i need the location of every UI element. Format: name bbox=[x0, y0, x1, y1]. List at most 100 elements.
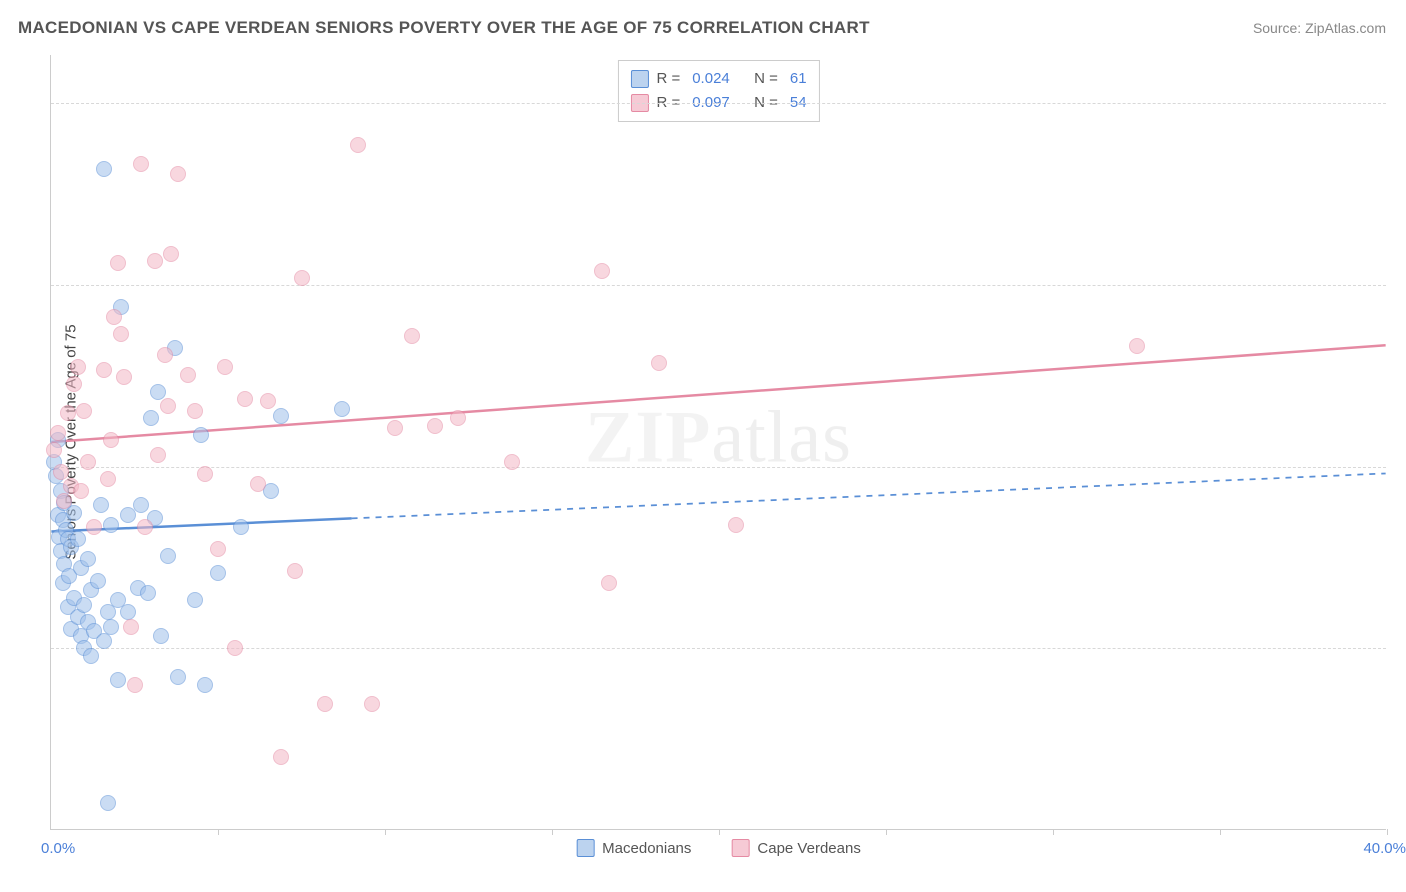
x-tick bbox=[552, 829, 553, 835]
data-point bbox=[163, 246, 179, 262]
data-point bbox=[210, 565, 226, 581]
gridline bbox=[51, 648, 1386, 649]
data-point bbox=[53, 464, 69, 480]
data-point bbox=[96, 633, 112, 649]
data-point bbox=[76, 597, 92, 613]
x-tick bbox=[886, 829, 887, 835]
data-point bbox=[86, 519, 102, 535]
data-point bbox=[127, 677, 143, 693]
x-tick bbox=[719, 829, 720, 835]
correlation-row-macedonians: R = 0.024 N = 61 bbox=[630, 67, 806, 91]
data-point bbox=[93, 497, 109, 513]
data-point bbox=[233, 519, 249, 535]
data-point bbox=[100, 471, 116, 487]
correlation-box: R = 0.024 N = 61 R = 0.097 N = 54 bbox=[617, 60, 819, 122]
data-point bbox=[260, 393, 276, 409]
data-point bbox=[66, 376, 82, 392]
data-point bbox=[197, 677, 213, 693]
data-point bbox=[217, 359, 233, 375]
data-point bbox=[56, 493, 72, 509]
trend-lines bbox=[51, 55, 1386, 829]
legend: Macedonians Cape Verdeans bbox=[576, 839, 861, 857]
x-axis-min-label: 0.0% bbox=[41, 840, 75, 857]
data-point bbox=[404, 328, 420, 344]
data-point bbox=[83, 648, 99, 664]
data-point bbox=[70, 359, 86, 375]
data-point bbox=[427, 418, 443, 434]
data-point bbox=[287, 563, 303, 579]
data-point bbox=[116, 369, 132, 385]
data-point bbox=[273, 749, 289, 765]
plot-area: ZIPatlas Seniors Poverty Over the Age of… bbox=[50, 55, 1386, 830]
gridline bbox=[51, 285, 1386, 286]
data-point bbox=[90, 573, 106, 589]
data-point bbox=[96, 161, 112, 177]
data-point bbox=[133, 156, 149, 172]
data-point bbox=[110, 255, 126, 271]
data-point bbox=[160, 398, 176, 414]
data-point bbox=[594, 263, 610, 279]
data-point bbox=[106, 309, 122, 325]
data-point bbox=[227, 640, 243, 656]
data-point bbox=[80, 454, 96, 470]
data-point bbox=[120, 604, 136, 620]
gridline bbox=[51, 467, 1386, 468]
data-point bbox=[137, 519, 153, 535]
data-point bbox=[100, 795, 116, 811]
data-point bbox=[103, 432, 119, 448]
data-point bbox=[157, 347, 173, 363]
n-label: N = bbox=[754, 67, 778, 91]
data-point bbox=[1129, 338, 1145, 354]
data-point bbox=[170, 166, 186, 182]
data-point bbox=[110, 672, 126, 688]
data-point bbox=[237, 391, 253, 407]
swatch-icon bbox=[576, 839, 594, 857]
data-point bbox=[103, 517, 119, 533]
data-point bbox=[133, 497, 149, 513]
data-point bbox=[317, 696, 333, 712]
data-point bbox=[651, 355, 667, 371]
data-point bbox=[50, 425, 66, 441]
data-point bbox=[70, 531, 86, 547]
data-point bbox=[170, 669, 186, 685]
n-value: 61 bbox=[790, 67, 807, 91]
data-point bbox=[294, 270, 310, 286]
legend-label: Cape Verdeans bbox=[757, 840, 860, 857]
data-point bbox=[80, 551, 96, 567]
data-point bbox=[450, 410, 466, 426]
data-point bbox=[273, 408, 289, 424]
legend-label: Macedonians bbox=[602, 840, 691, 857]
data-point bbox=[504, 454, 520, 470]
gridline bbox=[51, 103, 1386, 104]
data-point bbox=[210, 541, 226, 557]
r-label: R = bbox=[656, 67, 680, 91]
data-point bbox=[160, 548, 176, 564]
data-point bbox=[197, 466, 213, 482]
data-point bbox=[193, 427, 209, 443]
data-point bbox=[123, 619, 139, 635]
legend-item-macedonians: Macedonians bbox=[576, 839, 691, 857]
x-tick bbox=[1053, 829, 1054, 835]
data-point bbox=[46, 442, 62, 458]
data-point bbox=[150, 384, 166, 400]
data-point bbox=[350, 137, 366, 153]
data-point bbox=[103, 619, 119, 635]
swatch-icon bbox=[731, 839, 749, 857]
swatch-icon bbox=[630, 70, 648, 88]
data-point bbox=[728, 517, 744, 533]
source-label: Source: ZipAtlas.com bbox=[1253, 20, 1386, 36]
data-point bbox=[334, 401, 350, 417]
data-point bbox=[96, 362, 112, 378]
data-point bbox=[364, 696, 380, 712]
x-tick bbox=[1387, 829, 1388, 835]
r-value: 0.024 bbox=[692, 67, 730, 91]
data-point bbox=[60, 405, 76, 421]
data-point bbox=[140, 585, 156, 601]
legend-item-cape-verdeans: Cape Verdeans bbox=[731, 839, 860, 857]
data-point bbox=[180, 367, 196, 383]
data-point bbox=[601, 575, 617, 591]
x-tick bbox=[218, 829, 219, 835]
data-point bbox=[113, 326, 129, 342]
chart-title: MACEDONIAN VS CAPE VERDEAN SENIORS POVER… bbox=[18, 18, 870, 38]
data-point bbox=[147, 253, 163, 269]
